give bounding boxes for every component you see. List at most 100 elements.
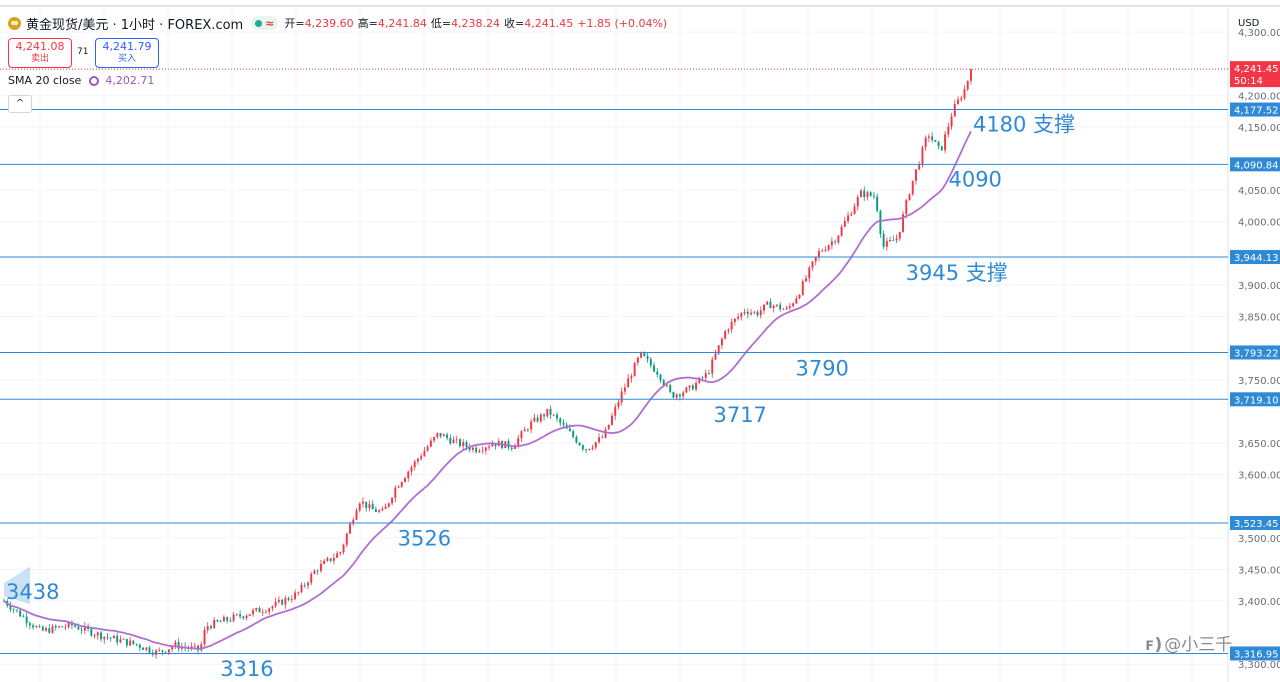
- candle-body: [520, 431, 523, 439]
- candle-body: [940, 146, 943, 151]
- candle-body: [895, 238, 898, 241]
- candle-body: [927, 136, 930, 138]
- candle-body: [921, 147, 924, 165]
- candle-body: [468, 446, 471, 450]
- candle-body: [633, 362, 636, 377]
- candle-body: [568, 428, 571, 432]
- candle-body: [546, 408, 549, 417]
- candle-body: [808, 267, 811, 279]
- level-annotation-text: 3438: [6, 580, 59, 604]
- candle-body: [572, 431, 575, 437]
- candle-body: [109, 637, 112, 639]
- candle-body: [416, 458, 419, 462]
- sma-value: 4,202.71: [105, 74, 155, 87]
- candle-body: [649, 359, 652, 366]
- candle-body: [400, 482, 403, 487]
- candle-body: [646, 356, 649, 360]
- candle-body: [698, 377, 701, 383]
- candle-body: [737, 316, 740, 319]
- candle-body: [61, 626, 64, 628]
- candle-body: [171, 647, 174, 650]
- level-annotation-text: 3316: [220, 657, 273, 681]
- candle-body: [420, 456, 423, 459]
- market-status-pill[interactable]: ≈: [251, 16, 279, 30]
- candle-body: [840, 226, 843, 236]
- candle-body: [510, 447, 513, 449]
- candle-body: [905, 200, 908, 215]
- candle-body: [782, 308, 785, 310]
- gold-coin-icon: [8, 16, 21, 30]
- candle-body: [112, 635, 115, 639]
- candle-body: [882, 233, 885, 247]
- candle-body: [25, 616, 28, 624]
- candle-body: [313, 570, 316, 574]
- candle-body: [733, 318, 736, 322]
- candle-body: [714, 353, 717, 360]
- candle-body: [116, 635, 119, 643]
- ohlc-low: 低=4,238.24: [431, 15, 500, 31]
- candle-body: [918, 164, 921, 170]
- candle-body: [746, 311, 749, 315]
- candle-body: [174, 642, 177, 648]
- candle-body: [623, 387, 626, 392]
- candle-body: [856, 196, 859, 207]
- level-annotation-text: 3790: [795, 356, 848, 380]
- candle-body: [594, 442, 597, 448]
- candle-body: [653, 365, 655, 372]
- ohlc-high: 高=4,241.84: [358, 15, 427, 31]
- candle-body: [743, 311, 746, 314]
- candle-body: [200, 644, 203, 651]
- candle-body: [336, 553, 339, 558]
- collapse-legend-button[interactable]: ^: [8, 95, 32, 113]
- ohlc-change: +1.85 (+0.04%): [577, 17, 667, 30]
- symbol-row: 黄金现货/美元 · 1小时 · FOREX.com ≈ 开=4,239.60 高…: [8, 14, 671, 33]
- approx-icon: ≈: [265, 16, 275, 30]
- symbol-title[interactable]: 黄金现货/美元 · 1小时 · FOREX.com: [26, 17, 244, 33]
- candle-body: [484, 447, 487, 451]
- candle-body: [682, 392, 685, 397]
- sma-label: SMA 20 close: [8, 74, 82, 87]
- candle-body: [471, 447, 474, 450]
- y-tick-label: 3,500.00: [1238, 534, 1280, 545]
- candle-body: [795, 298, 798, 304]
- y-tick-label: 3,400.00: [1238, 597, 1280, 608]
- sma-settings-icon[interactable]: [89, 75, 100, 86]
- change-value: +1.85 (+0.04%): [577, 16, 668, 30]
- candle-body: [103, 636, 106, 640]
- candle-body: [860, 190, 862, 197]
- candle-body: [543, 414, 546, 417]
- sell-button[interactable]: 4,241.08 卖出: [8, 38, 72, 68]
- candle-body: [953, 103, 956, 117]
- candle-body: [785, 307, 788, 309]
- candle-body: [45, 628, 48, 631]
- candle-body: [830, 241, 833, 246]
- candle-body: [944, 134, 947, 151]
- level-price-label: 3,523.45: [1234, 519, 1279, 530]
- candle-body: [536, 417, 539, 422]
- candle-body: [763, 304, 765, 311]
- candle-body: [533, 417, 536, 422]
- candle-body: [374, 509, 377, 512]
- candle-body: [436, 432, 439, 438]
- candles-group: [3, 69, 972, 659]
- high-value: 4,241.84: [377, 17, 427, 30]
- candle-body: [297, 592, 300, 593]
- candle-body: [83, 626, 86, 631]
- candle-body: [32, 625, 35, 628]
- open-value: 4,239.60: [304, 17, 354, 30]
- candle-body: [640, 351, 643, 358]
- candle-body: [22, 616, 25, 618]
- candle-body: [585, 449, 588, 451]
- candle-body: [449, 437, 452, 444]
- candle-body: [161, 650, 164, 652]
- candle-body: [319, 563, 322, 571]
- candle-body: [446, 434, 449, 438]
- high-label: 高=: [357, 17, 378, 30]
- candle-body: [753, 311, 756, 313]
- sma-legend[interactable]: SMA 20 close 4,202.71: [8, 74, 154, 87]
- candle-body: [672, 391, 675, 398]
- buy-button[interactable]: 4,241.79 买入: [95, 38, 159, 68]
- candle-body: [691, 385, 694, 390]
